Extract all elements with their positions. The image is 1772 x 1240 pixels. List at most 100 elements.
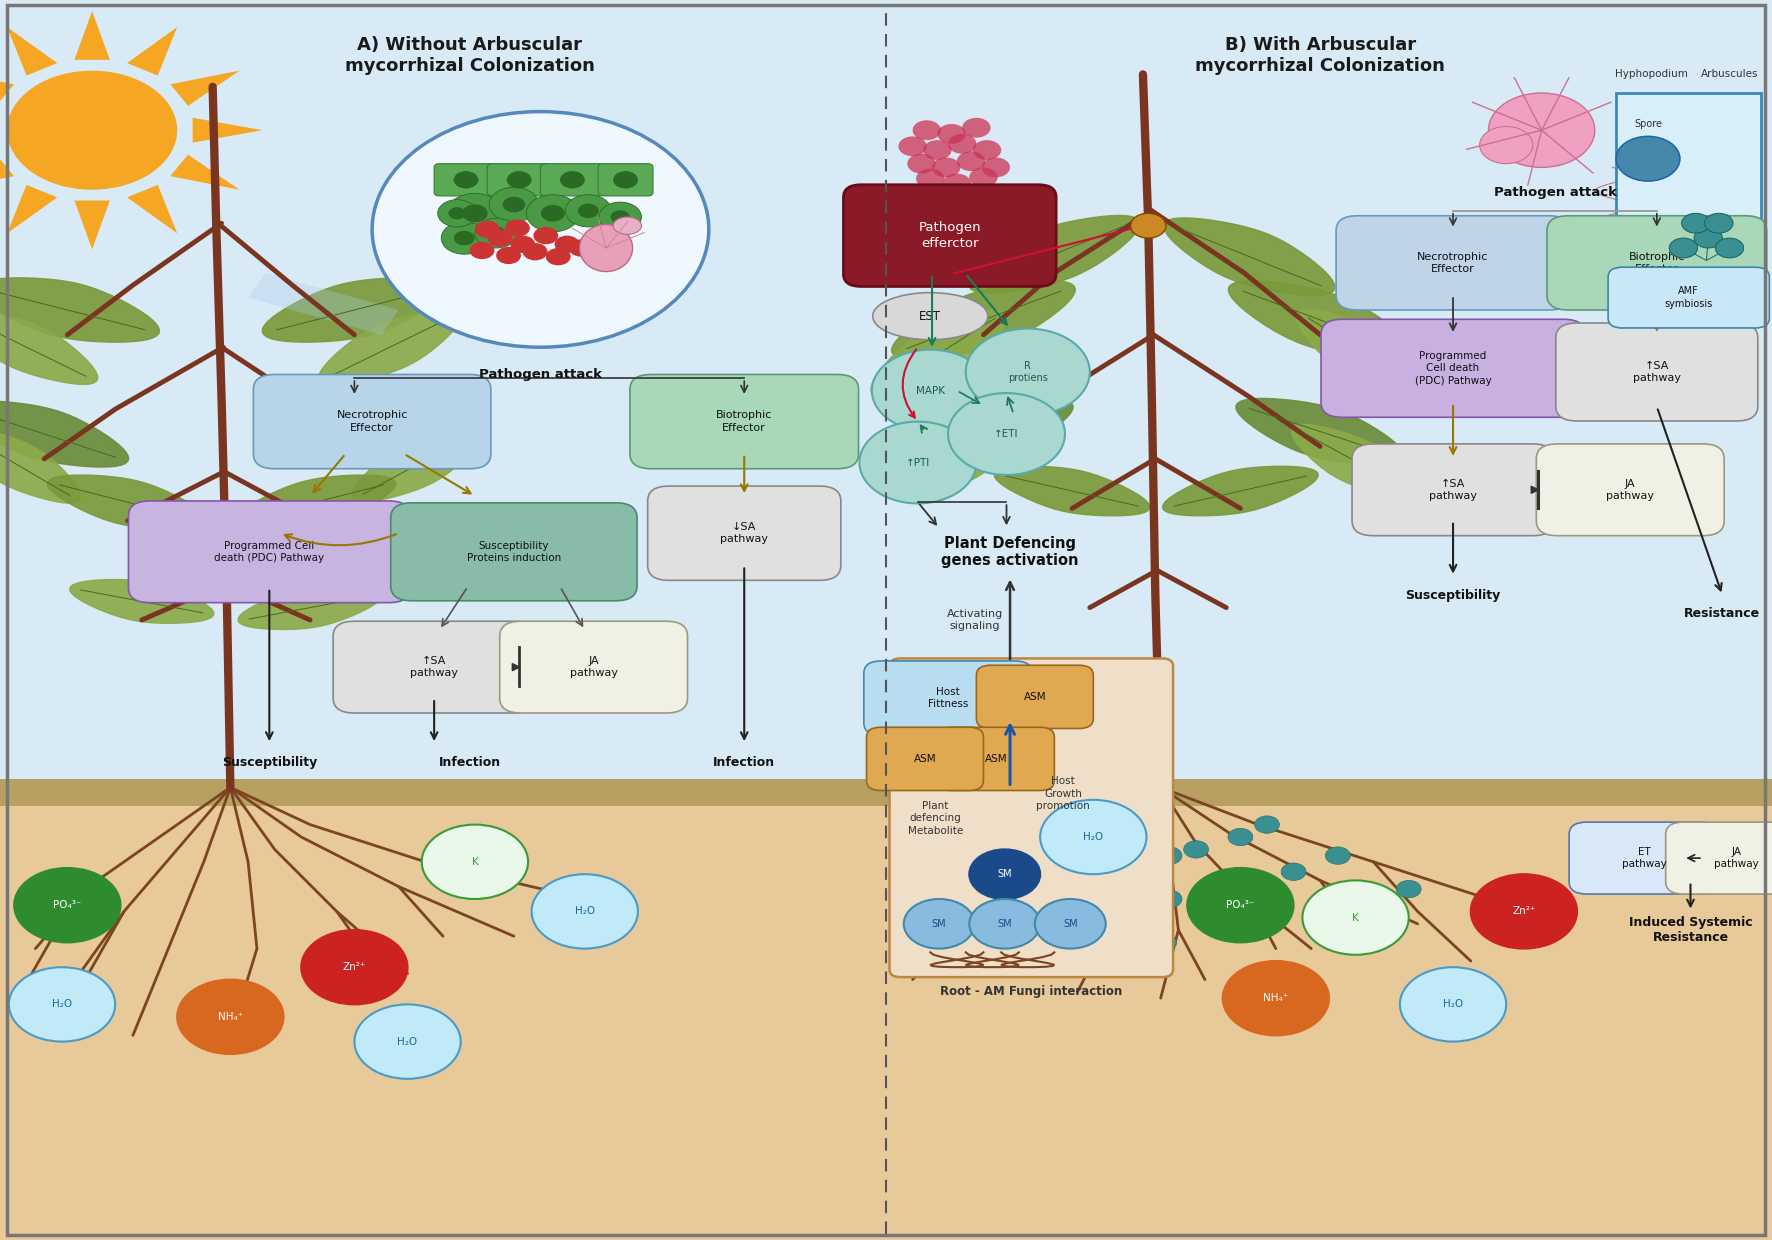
FancyBboxPatch shape: [1607, 267, 1768, 327]
Circle shape: [962, 118, 991, 138]
Circle shape: [1715, 238, 1744, 258]
Circle shape: [354, 1004, 461, 1079]
Circle shape: [301, 930, 408, 1004]
Circle shape: [937, 124, 966, 144]
Polygon shape: [248, 273, 399, 335]
Circle shape: [943, 174, 971, 193]
FancyBboxPatch shape: [976, 665, 1093, 729]
Circle shape: [973, 140, 1001, 160]
Text: Programmed Cell
death (PDC) Pathway: Programmed Cell death (PDC) Pathway: [214, 541, 324, 563]
Circle shape: [898, 136, 927, 156]
Circle shape: [1157, 847, 1182, 864]
Circle shape: [1083, 903, 1108, 920]
Text: NH₄⁺: NH₄⁺: [218, 1012, 243, 1022]
Text: H₂O: H₂O: [1442, 999, 1464, 1009]
Circle shape: [1040, 800, 1146, 874]
FancyBboxPatch shape: [1556, 324, 1758, 422]
FancyBboxPatch shape: [333, 621, 535, 713]
Text: Induced Systemic
Resistance: Induced Systemic Resistance: [1628, 916, 1753, 944]
Polygon shape: [893, 424, 1021, 498]
Circle shape: [448, 207, 466, 219]
Circle shape: [569, 239, 594, 257]
Text: ASM: ASM: [914, 754, 936, 764]
Text: SM: SM: [932, 919, 946, 929]
Circle shape: [969, 899, 1040, 949]
Circle shape: [966, 329, 1090, 415]
Circle shape: [372, 112, 709, 347]
Polygon shape: [1164, 218, 1334, 295]
Text: Host
Fittness: Host Fittness: [929, 687, 968, 709]
Circle shape: [496, 247, 521, 264]
Circle shape: [923, 140, 952, 160]
Polygon shape: [0, 155, 14, 190]
FancyBboxPatch shape: [1336, 216, 1570, 310]
Circle shape: [923, 952, 948, 970]
Text: Susceptibility
Proteins induction: Susceptibility Proteins induction: [466, 541, 562, 563]
Circle shape: [503, 197, 525, 212]
Polygon shape: [0, 310, 97, 384]
Circle shape: [1396, 880, 1421, 898]
Circle shape: [904, 899, 975, 949]
Circle shape: [969, 849, 1040, 899]
Circle shape: [533, 227, 558, 244]
Text: JA
pathway: JA pathway: [569, 656, 618, 678]
Text: H₂O: H₂O: [1083, 832, 1104, 842]
Text: Spore: Spore: [1634, 119, 1662, 129]
Text: Activating
signaling: Activating signaling: [946, 609, 1003, 631]
Circle shape: [523, 243, 548, 260]
Circle shape: [907, 154, 936, 174]
Polygon shape: [1297, 310, 1434, 397]
Circle shape: [475, 218, 517, 248]
Polygon shape: [128, 27, 177, 76]
Circle shape: [1400, 967, 1506, 1042]
Polygon shape: [0, 427, 82, 503]
FancyBboxPatch shape: [937, 727, 1054, 791]
Text: Programmed
Cell death
(PDC) Pathway: Programmed Cell death (PDC) Pathway: [1414, 351, 1492, 386]
Text: Pathogen attack: Pathogen attack: [1494, 186, 1618, 198]
Circle shape: [1184, 841, 1209, 858]
Polygon shape: [236, 475, 395, 529]
FancyBboxPatch shape: [500, 621, 688, 713]
Circle shape: [7, 71, 177, 190]
Circle shape: [438, 200, 477, 227]
Polygon shape: [904, 398, 1074, 465]
Circle shape: [9, 967, 115, 1042]
Polygon shape: [1235, 398, 1405, 465]
Polygon shape: [872, 310, 1008, 397]
FancyBboxPatch shape: [434, 164, 498, 196]
Polygon shape: [237, 585, 383, 630]
Circle shape: [1480, 126, 1533, 164]
Circle shape: [1152, 934, 1177, 951]
Text: JA
pathway: JA pathway: [1714, 847, 1760, 869]
FancyBboxPatch shape: [487, 164, 551, 196]
Circle shape: [1069, 822, 1093, 839]
Polygon shape: [69, 579, 214, 624]
Polygon shape: [193, 118, 262, 143]
Text: H₂O: H₂O: [51, 999, 73, 1009]
Text: MAPK: MAPK: [916, 386, 944, 396]
Text: Host
Growth
promotion: Host Growth promotion: [1037, 776, 1090, 811]
Circle shape: [1187, 868, 1294, 942]
FancyBboxPatch shape: [129, 501, 409, 603]
Polygon shape: [353, 428, 480, 502]
FancyBboxPatch shape: [597, 164, 652, 196]
Text: Necrotrophic
Effector: Necrotrophic Effector: [337, 410, 408, 433]
FancyBboxPatch shape: [1547, 216, 1767, 310]
Circle shape: [1223, 961, 1329, 1035]
Circle shape: [957, 151, 985, 171]
Text: Pathogen
efferctor: Pathogen efferctor: [918, 221, 982, 250]
Circle shape: [948, 393, 1065, 475]
Ellipse shape: [613, 217, 641, 234]
FancyBboxPatch shape: [390, 503, 638, 600]
Circle shape: [505, 219, 530, 237]
Text: Necrotrophic
Effector: Necrotrophic Effector: [1418, 252, 1488, 274]
Circle shape: [462, 205, 487, 222]
Text: Arbuscules: Arbuscules: [1701, 69, 1758, 79]
Circle shape: [1246, 915, 1271, 932]
Circle shape: [1471, 874, 1577, 949]
Text: Hyphopodium: Hyphopodium: [1614, 69, 1689, 79]
Text: ↑SA
pathway: ↑SA pathway: [1632, 361, 1682, 383]
Polygon shape: [0, 71, 14, 105]
Text: Biotrophic
Effector: Biotrophic Effector: [716, 410, 773, 433]
Circle shape: [932, 157, 960, 177]
